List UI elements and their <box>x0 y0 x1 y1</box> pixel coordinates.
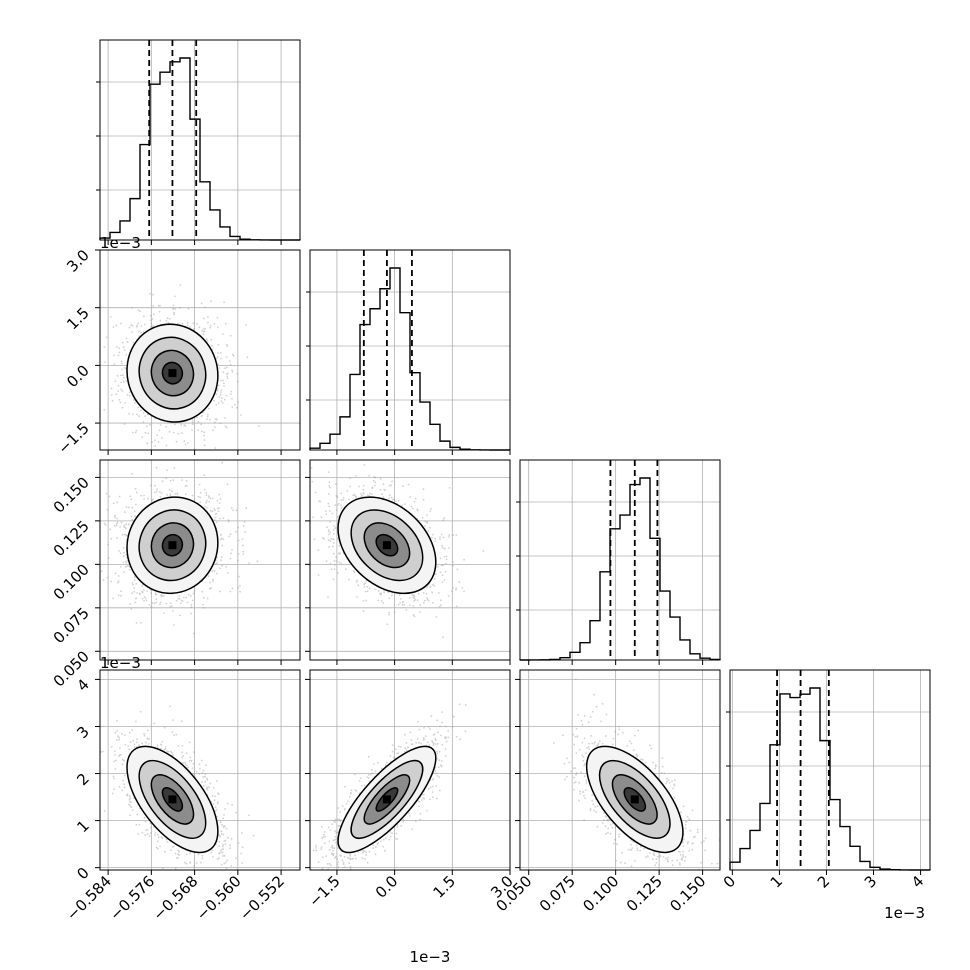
panel-content <box>553 678 720 870</box>
x-tick-label-0-3: −0.560 <box>193 872 245 924</box>
y-tick-label-1-2: 1.5 <box>63 304 93 334</box>
x-scale-label-1: 1e−3 <box>410 948 451 966</box>
density-peak <box>630 795 639 804</box>
y-scale-label-1: 1e−3 <box>100 234 141 252</box>
y-tick-label-2-3: 0.125 <box>50 517 93 560</box>
density-peak <box>382 541 391 550</box>
y-tick-label-1-3: 3.0 <box>63 246 93 276</box>
y-tick-label-3-0: 0 <box>73 864 92 883</box>
density-peak <box>168 541 177 550</box>
histogram-frame <box>519 459 721 661</box>
y-tick-label-1-1: 0.0 <box>63 361 93 391</box>
y-tick-label-2-4: 0.150 <box>50 473 93 516</box>
histogram-frame <box>99 39 301 241</box>
x-tick-label-3-0: 0 <box>720 872 739 891</box>
x-tick-label-2-4: 0.150 <box>666 872 709 915</box>
panel-content <box>100 705 255 870</box>
panel-frame <box>99 459 301 661</box>
histogram-frame <box>729 669 931 871</box>
histogram-panel-0 <box>96 39 301 241</box>
scatter-panel-3-2 <box>519 669 721 871</box>
panel-frame <box>519 669 721 871</box>
density-peak <box>168 369 177 378</box>
y-tick-label-3-4: 4 <box>73 676 92 695</box>
panel-frame <box>99 249 301 451</box>
x-tick-label-0-1: −0.576 <box>106 872 158 924</box>
scatter-panel-3-0 <box>99 669 301 871</box>
scatter-panel-2-1 <box>309 459 511 661</box>
x-tick-label-2-3: 0.125 <box>623 872 666 915</box>
x-tick-label-0-4: −0.552 <box>236 872 288 924</box>
histogram-panel-2 <box>516 459 721 661</box>
density-peak <box>168 795 177 804</box>
y-tick-label-2-1: 0.075 <box>50 604 93 647</box>
panel-frame <box>309 459 511 661</box>
panel-frame <box>99 669 301 871</box>
histogram-panel-1 <box>306 249 511 451</box>
scatter-panel-2-0 <box>99 459 301 661</box>
histogram-frame <box>309 249 511 451</box>
y-tick-label-2-2: 0.100 <box>50 560 93 603</box>
x-scale-label-3: 1e−3 <box>884 904 925 922</box>
y-tick-label-1-0: −1.5 <box>54 419 92 457</box>
y-tick-label-3-2: 2 <box>73 770 92 789</box>
x-tick-label-1-0: −1.5 <box>305 872 343 910</box>
x-tick-label-3-4: 4 <box>908 872 927 891</box>
y-tick-label-3-1: 1 <box>73 817 92 836</box>
panel-content <box>103 284 260 449</box>
x-tick-label-1-2: 1.5 <box>430 872 460 902</box>
y-scale-label-3: 1e−3 <box>100 654 141 672</box>
y-tick-label-3-3: 3 <box>73 723 92 742</box>
histogram-background <box>520 460 720 660</box>
x-tick-label-0-2: −0.568 <box>149 872 201 924</box>
panel-frame <box>309 669 511 871</box>
histogram-panel-3 <box>726 669 931 871</box>
x-tick-label-3-1: 1 <box>767 872 786 891</box>
panel-content <box>310 703 467 870</box>
scatter-panel-1-0 <box>99 249 301 451</box>
x-tick-label-3-2: 2 <box>814 872 833 891</box>
scatter-panel-3-1 <box>309 669 511 871</box>
panel-content <box>100 460 259 635</box>
x-tick-label-2-1: 0.075 <box>536 872 579 915</box>
density-peak <box>382 795 391 804</box>
x-tick-label-1-1: 0.0 <box>372 872 402 902</box>
x-tick-label-3-3: 3 <box>861 872 880 891</box>
x-tick-label-2-2: 0.100 <box>579 872 622 915</box>
panel-content <box>310 464 485 639</box>
